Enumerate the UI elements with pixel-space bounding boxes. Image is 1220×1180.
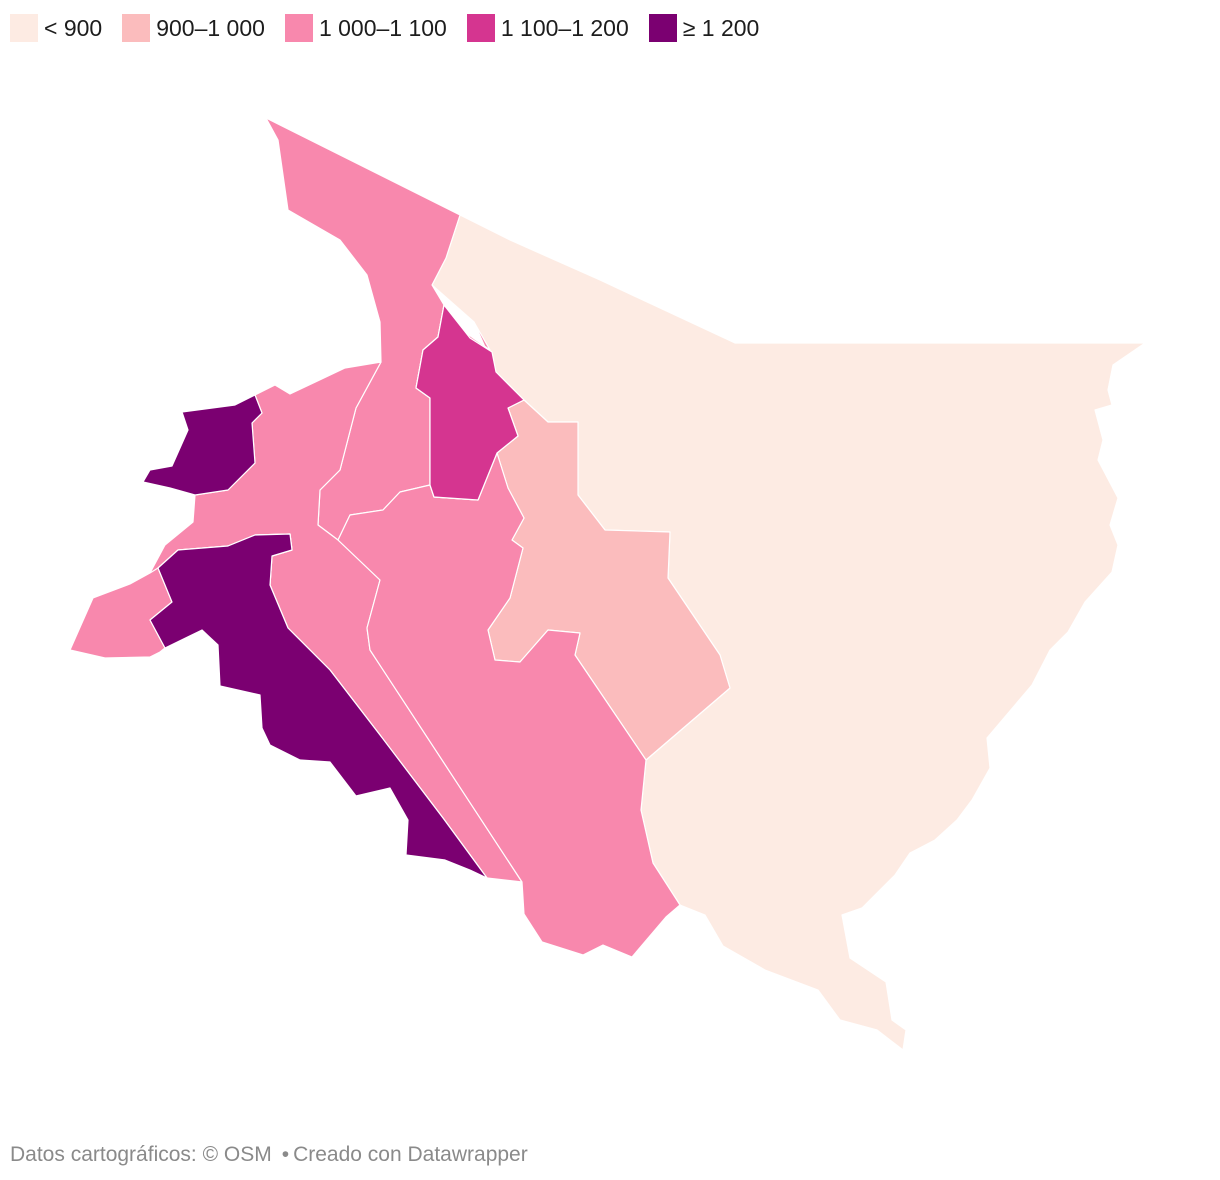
legend-swatch bbox=[466, 14, 495, 42]
legend-swatch bbox=[648, 14, 677, 42]
footer-attribution: Datos cartográficos: © OSM • Creado con Da… bbox=[10, 1143, 528, 1167]
legend-item-1000-1100: 1 000–1 100 bbox=[284, 14, 447, 42]
legend-swatch bbox=[10, 14, 38, 42]
map-region[interactable] bbox=[415, 304, 525, 501]
map-region[interactable] bbox=[69, 567, 173, 659]
legend-swatch bbox=[122, 14, 151, 42]
map-data-credit: Datos cartográficos: © OSM bbox=[10, 1143, 272, 1166]
datawrapper-credit: Creado con Datawrapper bbox=[293, 1143, 528, 1166]
legend-item-1100-1200: 1 100–1 200 bbox=[466, 14, 629, 42]
map-region[interactable] bbox=[142, 394, 263, 496]
legend-label: 900–1 000 bbox=[156, 14, 265, 41]
map-region[interactable] bbox=[337, 452, 681, 958]
legend: < 900 900–1 000 1 000–1 100 1 100–1 200 … bbox=[10, 12, 779, 44]
footer-separator: • bbox=[281, 1143, 290, 1166]
legend-item-gte-1200: ≥ 1 200 bbox=[648, 14, 760, 42]
legend-item-lt-900: < 900 bbox=[10, 14, 102, 42]
legend-label: 1 000–1 100 bbox=[318, 14, 447, 41]
legend-label: ≥ 1 200 bbox=[682, 14, 760, 41]
legend-item-900-1000: 900–1 000 bbox=[122, 14, 265, 42]
legend-swatch bbox=[284, 14, 313, 42]
map-region[interactable] bbox=[149, 533, 488, 879]
legend-label: 1 100–1 200 bbox=[500, 14, 629, 41]
legend-label: < 900 bbox=[44, 14, 103, 41]
